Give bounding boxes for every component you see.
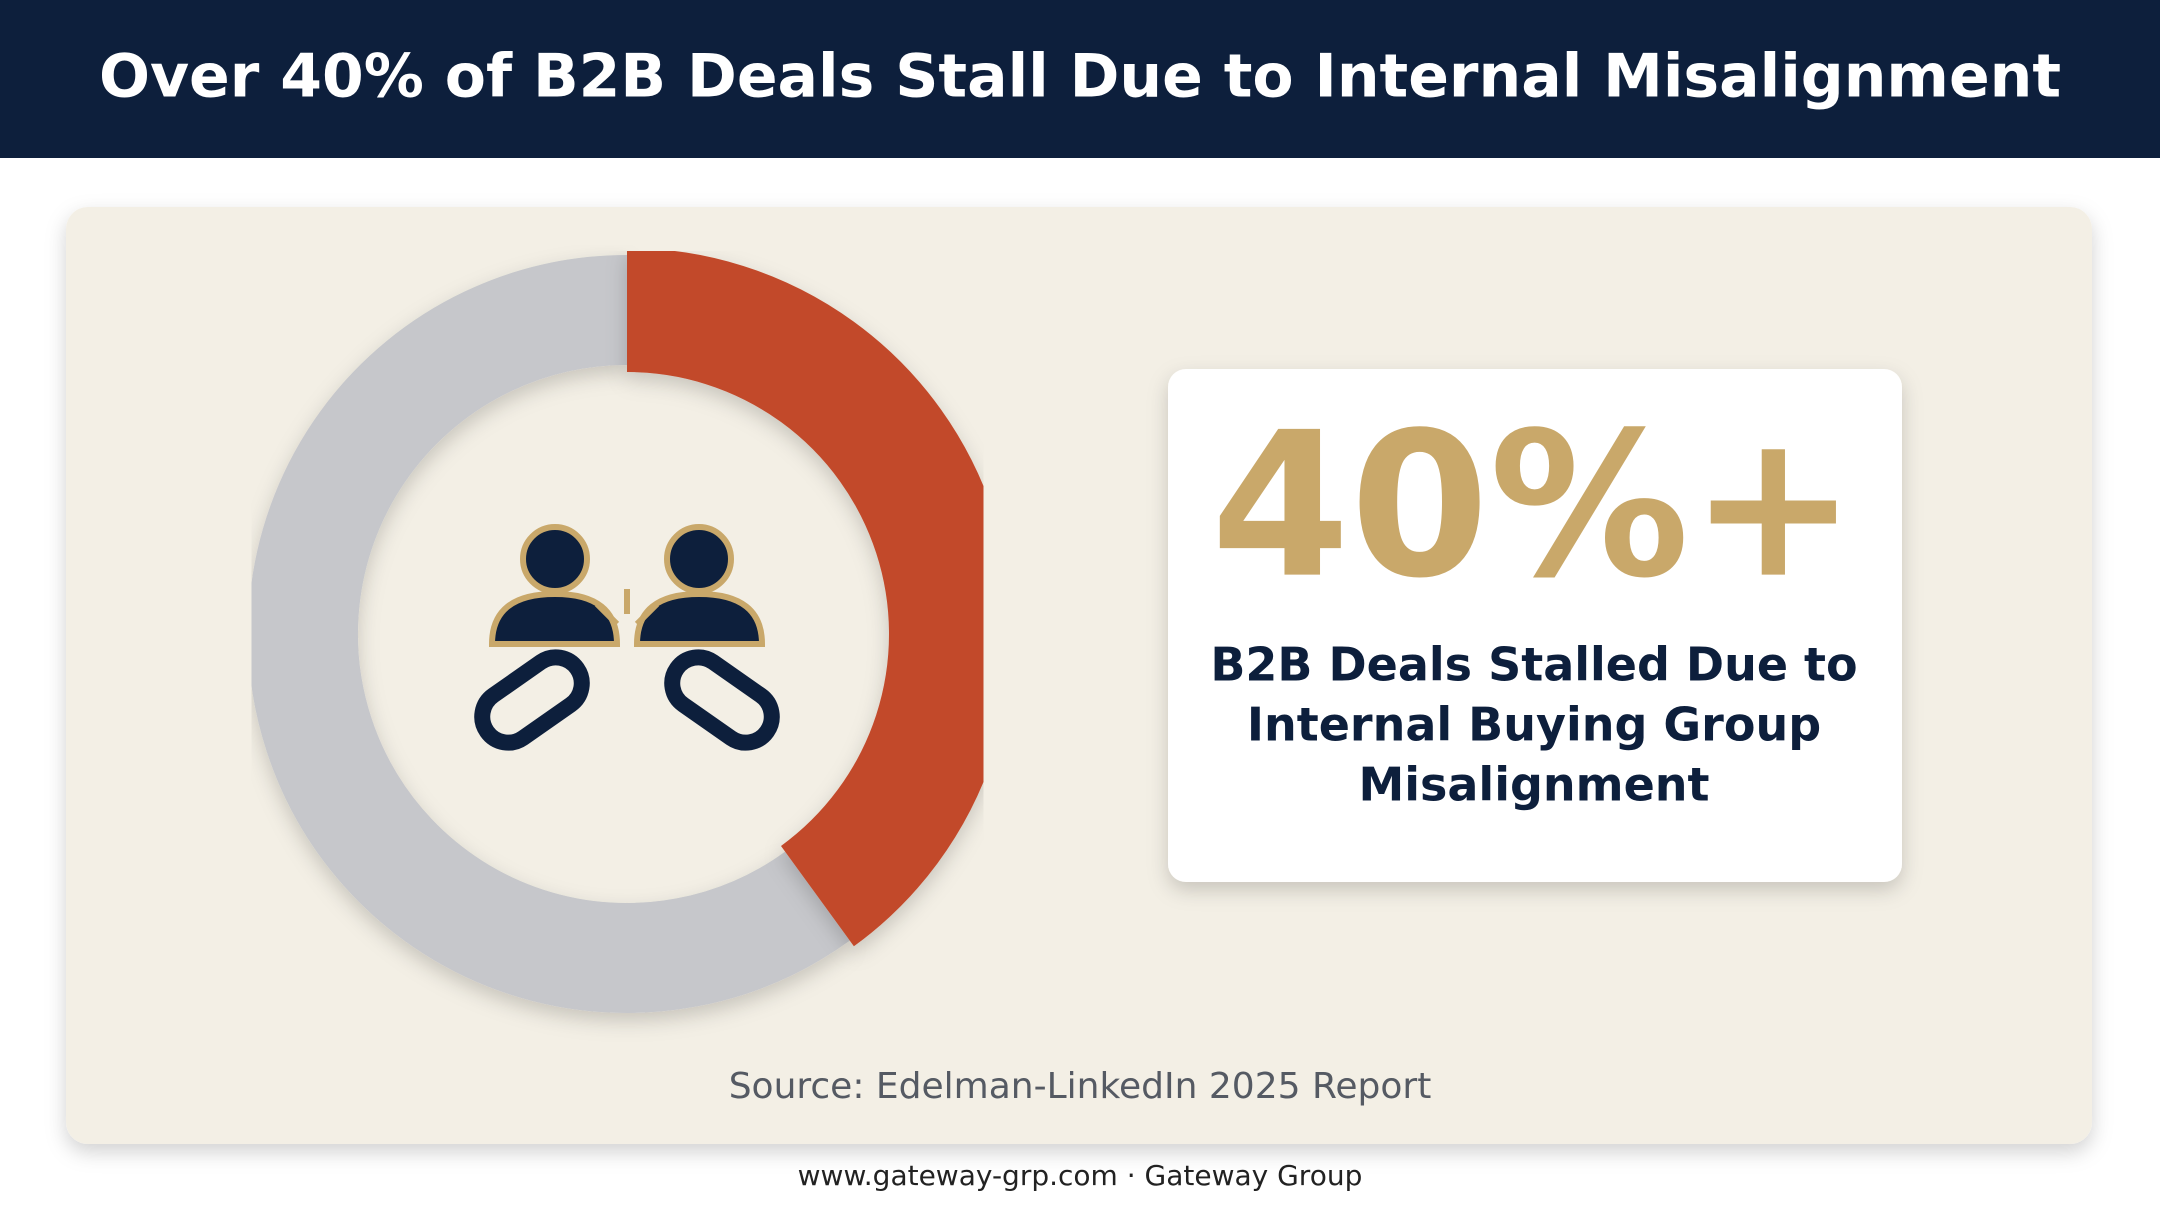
stat-card (1168, 369, 1902, 882)
stat-line: B2B Deals Stalled Due to (1210, 638, 1857, 692)
icon (474, 524, 780, 751)
header-bar (0, 0, 2160, 158)
donut-segment (626, 248, 1013, 947)
stat-line: Misalignment (1358, 758, 1709, 812)
title: Over 40% of B2B Deals Stall Due to Inter… (99, 42, 2061, 112)
donut (248, 248, 1013, 1013)
stat-value: 40%+ (1211, 390, 1857, 623)
stat-line: Internal Buying Group (1247, 698, 1821, 752)
donut-segment (248, 255, 850, 1013)
footer: www.gateway-grp.com · Gateway Group (798, 1159, 1363, 1192)
source: Source: Edelman-LinkedIn 2025 Report (729, 1066, 1432, 1107)
